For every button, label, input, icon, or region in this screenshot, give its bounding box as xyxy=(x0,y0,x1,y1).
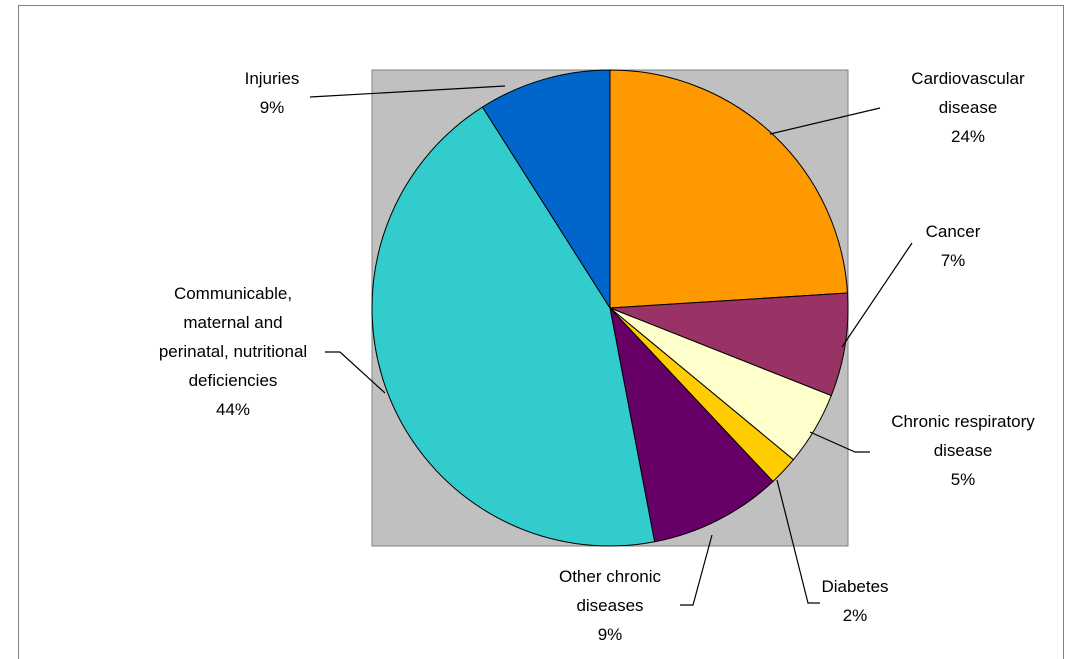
labels-layer: Cardiovascular disease 24% Cancer 7% Chronic … xyxy=(159,69,1035,644)
slice-name-label: Injuries xyxy=(245,69,300,88)
slice-label: Cancer 7% xyxy=(926,222,981,270)
slice-name-label: disease xyxy=(939,98,998,117)
slice-name-label: diseases xyxy=(576,596,643,615)
slice-percent-label: 5% xyxy=(951,470,976,489)
leader-line xyxy=(309,85,506,98)
pie-slice-communicable-maternal-and-perinatal-nutritional-deficiencies xyxy=(371,106,656,547)
slice-percent-label: 24% xyxy=(951,127,985,146)
slice-name-label: Diabetes xyxy=(821,577,888,596)
slice-percent-label: 44% xyxy=(216,400,250,419)
slice-percent-label: 7% xyxy=(941,251,966,270)
leader-line xyxy=(809,431,870,453)
leader-line xyxy=(769,107,881,135)
slice-percent-label: 9% xyxy=(260,98,285,117)
slices-layer xyxy=(371,69,849,547)
leader-line xyxy=(841,242,913,348)
slice-percent-label: 2% xyxy=(843,606,868,625)
slice-label: Diabetes 2% xyxy=(821,577,888,625)
slice-name-label: Cardiovascular xyxy=(911,69,1025,88)
slice-label: Other chronic diseases 9% xyxy=(559,567,662,644)
slice-name-label: disease xyxy=(934,441,993,460)
chart-frame xyxy=(18,5,1064,659)
leader-line xyxy=(680,534,713,606)
slice-percent-label: 9% xyxy=(598,625,623,644)
pie-slice-injuries xyxy=(481,69,611,310)
slice-name-label: Other chronic xyxy=(559,567,662,586)
slice-label: Chronic respiratory disease 5% xyxy=(891,412,1035,489)
slice-name-label: Cancer xyxy=(926,222,981,241)
leader-line xyxy=(325,351,386,394)
slice-name-label: Chronic respiratory xyxy=(891,412,1035,431)
slice-name-label: Communicable, xyxy=(174,284,292,303)
slice-name-label: maternal and xyxy=(183,313,282,332)
pie-slice-other-chronic-diseases xyxy=(609,306,774,543)
pie-slice-cardiovascular-disease xyxy=(609,69,849,309)
slice-label: Cardiovascular disease 24% xyxy=(911,69,1025,146)
slice-name-label: perinatal, nutritional xyxy=(159,342,307,361)
leader-lines-layer xyxy=(309,85,913,606)
slice-name-label: deficiencies xyxy=(189,371,278,390)
slice-label: Injuries 9% xyxy=(245,69,300,117)
leader-line xyxy=(776,479,820,604)
pie-slice-cancer xyxy=(609,292,849,397)
slice-label: Communicable, maternal and perinatal, nutr… xyxy=(159,284,307,419)
